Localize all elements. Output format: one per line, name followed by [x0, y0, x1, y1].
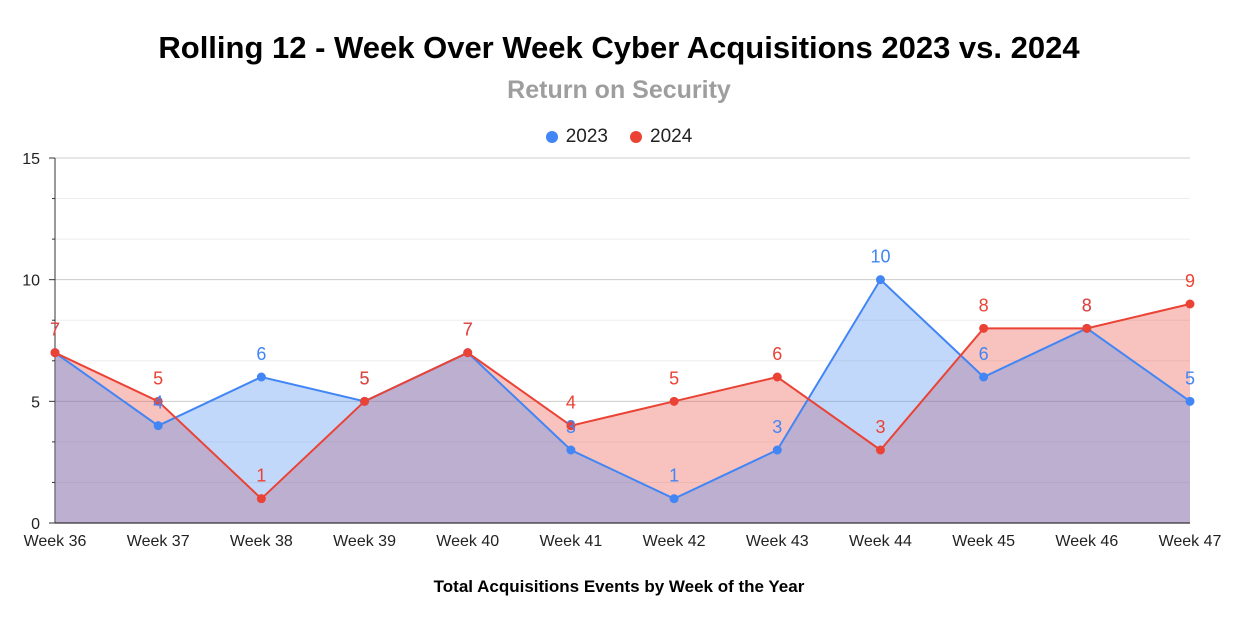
data-label-2023: 5 [360, 368, 370, 388]
data-label-2023: 7 [463, 320, 473, 340]
data-point-2023 [669, 494, 679, 504]
data-label-2023: 1 [669, 466, 679, 486]
data-label-2023: 4 [153, 393, 163, 413]
data-label-2023: 6 [256, 344, 266, 364]
data-point-2024 [979, 323, 989, 333]
legend-label-2024: 2024 [650, 126, 693, 147]
data-point-2023 [979, 372, 989, 382]
data-point-2023 [1185, 396, 1195, 406]
series-line-2023 [54, 278, 1191, 500]
y-tick-label: 0 [31, 516, 40, 533]
data-label-2024: 9 [1185, 271, 1195, 291]
area-2023 [55, 279, 1190, 523]
x-tick-label: Week 42 [643, 533, 706, 550]
x-tick-label: Week 37 [127, 533, 190, 550]
x-tick-label: Week 41 [539, 533, 602, 550]
y-tick-label: 5 [31, 394, 40, 411]
data-label-2024: 7 [50, 320, 60, 340]
data-label-2023: 3 [772, 417, 782, 437]
x-tick-label: Week 45 [952, 533, 1015, 550]
x-tick-label: Week 44 [849, 533, 912, 550]
data-label-2023: 6 [979, 344, 989, 364]
data-point-2023 [256, 372, 266, 382]
x-tick-label: Week 40 [436, 533, 499, 550]
data-label-2024: 6 [772, 344, 782, 364]
x-tick-label: Week 43 [746, 533, 809, 550]
x-tick-label: Week 39 [333, 533, 396, 550]
data-label-2024: 8 [979, 295, 989, 315]
data-label-2024: 1 [256, 466, 266, 486]
x-tick-label: Week 46 [1055, 533, 1118, 550]
data-point-2024 [256, 494, 266, 504]
x-axis-title: Total Acquisitions Events by Week of the… [433, 577, 805, 596]
legend-marker-2024 [630, 131, 642, 143]
data-label-2024: 5 [153, 368, 163, 388]
data-label-2023: 8 [1082, 295, 1092, 315]
data-label-2023: 10 [870, 247, 890, 267]
legend-item-2024[interactable]: 2024 [630, 126, 692, 148]
x-tick-label: Week 38 [230, 533, 293, 550]
data-point-2023 [875, 275, 885, 285]
data-label-2024: 5 [360, 368, 370, 388]
chart-subtitle: Return on Security [507, 76, 731, 104]
y-tick-label: 10 [22, 273, 40, 290]
y-tick-label: 15 [22, 151, 40, 168]
chart-legend: 2023 2024 [0, 126, 1238, 148]
series-line-2024 [54, 303, 1191, 501]
data-label-2024: 7 [463, 320, 473, 340]
data-point-2024 [566, 421, 576, 431]
data-label-2023: 5 [1185, 368, 1195, 388]
data-label-2024: 4 [566, 393, 576, 413]
data-label-2024: 3 [875, 417, 885, 437]
data-label-2023: 3 [566, 417, 576, 437]
data-point-2023 [153, 421, 163, 431]
data-point-2024 [463, 348, 473, 358]
data-point-2024 [875, 445, 885, 455]
legend-marker-2023 [545, 131, 558, 143]
data-point-2024 [50, 348, 60, 358]
legend-label-2023: 2023 [565, 126, 608, 147]
x-tick-label: Week 36 [24, 533, 87, 550]
data-point-2023 [566, 445, 576, 455]
legend-item-2023[interactable]: 2023 [545, 126, 608, 148]
data-point-2024 [360, 396, 370, 406]
x-tick-label: Week 47 [1159, 533, 1222, 550]
data-point-2024 [772, 372, 782, 382]
data-label-2024: 8 [1082, 295, 1092, 315]
data-label-2024: 5 [669, 368, 679, 388]
data-point-2024 [669, 396, 679, 406]
chart-title: Rolling 12 - Week Over Week Cyber Acquis… [158, 30, 1080, 65]
data-point-2024 [153, 396, 163, 406]
data-label-2023: 7 [50, 320, 60, 340]
data-point-2023 [772, 445, 782, 455]
data-point-2024 [1185, 299, 1195, 309]
data-point-2024 [1082, 323, 1092, 333]
